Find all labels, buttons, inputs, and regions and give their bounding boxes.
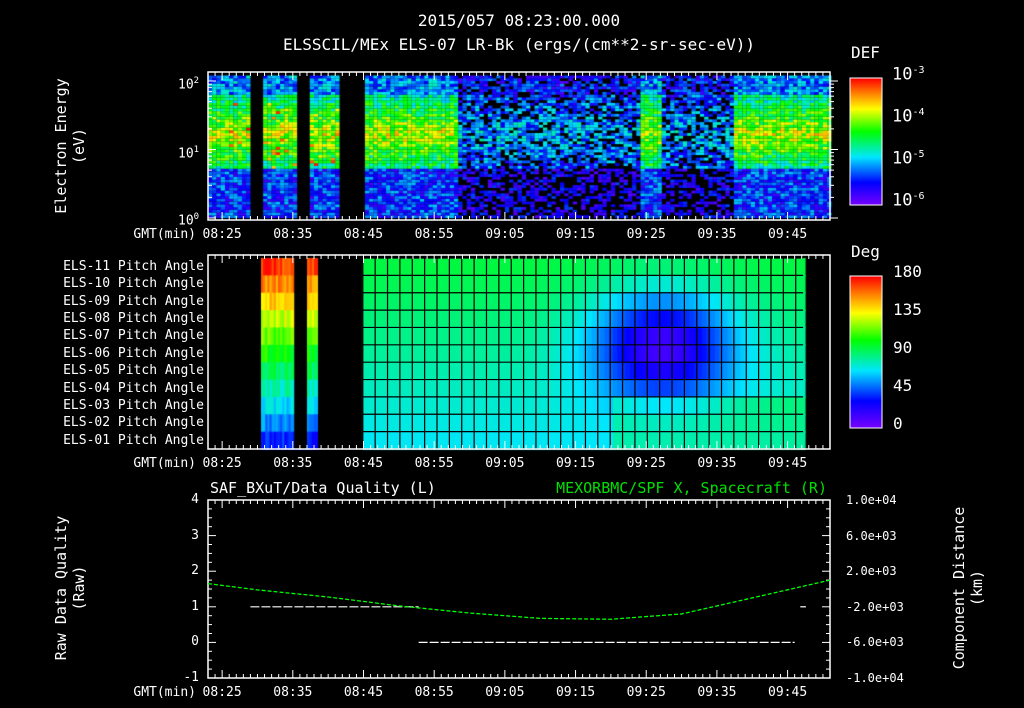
xtick-label: 09:45 — [768, 227, 808, 242]
def-colorbar-tick: 10-5 — [892, 148, 925, 169]
xtick-label: 09:25 — [626, 685, 666, 700]
xtick-label: 09:35 — [697, 685, 737, 700]
distance-ylabel: Component Distance (km) — [950, 506, 986, 670]
quality-ytick: 2 — [191, 563, 199, 579]
xtick-label: 09:25 — [626, 456, 666, 471]
def-colorbar — [849, 77, 883, 206]
xtick-label: 08:45 — [343, 685, 384, 700]
deg-colorbar — [849, 275, 883, 429]
energy-ytick: 102 — [178, 76, 200, 93]
pitch-row-label: ELS-09 Pitch Angle — [63, 293, 204, 309]
spacecraft-x-line — [207, 579, 831, 620]
xtick-label: 08:55 — [414, 456, 454, 471]
pitch-row-label: ELS-07 Pitch Angle — [63, 328, 204, 344]
xtick-label: 09:15 — [555, 227, 596, 242]
xtick-label: 09:45 — [768, 456, 808, 471]
xtick-label: 08:35 — [273, 456, 313, 471]
xtick-label: 09:15 — [555, 685, 596, 700]
def-colorbar-tick: 10-4 — [892, 106, 925, 127]
timestamp: 2015/057 08:23:00.000 — [417, 11, 621, 30]
def-colorbar-label: DEF — [851, 43, 880, 62]
xtick-label: 08:35 — [273, 685, 313, 700]
pitch-row-label: ELS-03 Pitch Angle — [63, 397, 204, 413]
quality-ytick: 4 — [191, 492, 199, 507]
pitch-row-label: ELS-01 Pitch Angle — [63, 432, 204, 448]
deg-colorbar-tick: 135 — [893, 300, 922, 319]
panel-frame — [207, 499, 831, 679]
xaxis-label: GMT(min) — [133, 456, 196, 471]
xtick-label: 09:05 — [485, 685, 525, 700]
energy-ytick: 100 — [178, 212, 200, 229]
deg-colorbar-tick: 45 — [893, 376, 913, 395]
quality-ytick: 3 — [191, 527, 199, 543]
distance-ytick: 6.0e+03 — [846, 528, 897, 543]
pitch-row-label: ELS-04 Pitch Angle — [63, 380, 204, 396]
deg-colorbar-label: Deg — [851, 242, 880, 261]
distance-ytick: -2.0e+03 — [846, 599, 904, 614]
quality-ytick: 0 — [191, 634, 199, 650]
pitch-row-label: ELS-11 Pitch Angle — [63, 259, 204, 274]
deg-colorbar-tick: 0 — [893, 414, 903, 433]
pitch-row-label: ELS-06 Pitch Angle — [63, 345, 204, 361]
pitch-row-label: ELS-10 Pitch Angle — [63, 276, 204, 292]
xtick-label: 09:15 — [555, 456, 596, 471]
xtick-label: 08:25 — [202, 227, 242, 242]
distance-ytick: -1.0e+04 — [846, 671, 904, 685]
xaxis-label: GMT(min) — [133, 227, 196, 242]
energy-ylabel: Electron Energy (eV) — [52, 78, 88, 214]
xtick-label: 09:35 — [697, 456, 737, 471]
deg-colorbar-tick: 90 — [893, 338, 913, 357]
panel-title: ELSSCIL/MEx ELS-07 LR-Bk (ergs/(cm**2-sr… — [282, 35, 756, 54]
position-title: MEXORBMC/SPF X, Spacecraft (R) — [556, 479, 827, 497]
distance-ytick: -6.0e+03 — [846, 635, 904, 650]
deg-colorbar-tick: 180 — [893, 262, 922, 281]
quality-ytick: -1 — [183, 670, 199, 685]
panel-frame — [207, 71, 831, 221]
xaxis-label: GMT(min) — [133, 685, 196, 700]
pitch-row-label: ELS-08 Pitch Angle — [63, 311, 204, 327]
def-colorbar-tick: 10-3 — [892, 64, 925, 85]
def-colorbar-tick: 10-6 — [892, 190, 925, 211]
xtick-label: 09:05 — [485, 456, 525, 471]
pitch-row-label: ELS-02 Pitch Angle — [63, 415, 204, 431]
xtick-label: 08:55 — [414, 227, 454, 242]
pitch-row-label: ELS-05 Pitch Angle — [63, 363, 204, 379]
xtick-label: 08:25 — [202, 456, 242, 471]
quality-ytick: 1 — [191, 598, 199, 614]
xtick-label: 08:55 — [414, 685, 454, 700]
xtick-label: 08:45 — [343, 227, 384, 242]
xtick-label: 09:45 — [768, 685, 808, 700]
xtick-label: 09:25 — [626, 227, 666, 242]
xtick-label: 08:35 — [273, 227, 313, 242]
distance-ytick: 1.0e+04 — [846, 493, 897, 507]
xtick-label: 08:45 — [343, 456, 384, 471]
distance-ytick: 2.0e+03 — [846, 564, 897, 579]
quality-title: SAF_BXuT/Data Quality (L) — [210, 479, 436, 497]
xtick-label: 09:35 — [697, 227, 737, 242]
quality-ylabel: Raw Data Quality (Raw) — [52, 515, 88, 661]
panel-frame — [207, 254, 831, 450]
xtick-label: 09:05 — [485, 227, 525, 242]
energy-ytick: 101 — [178, 145, 200, 162]
xtick-label: 08:25 — [202, 685, 242, 700]
